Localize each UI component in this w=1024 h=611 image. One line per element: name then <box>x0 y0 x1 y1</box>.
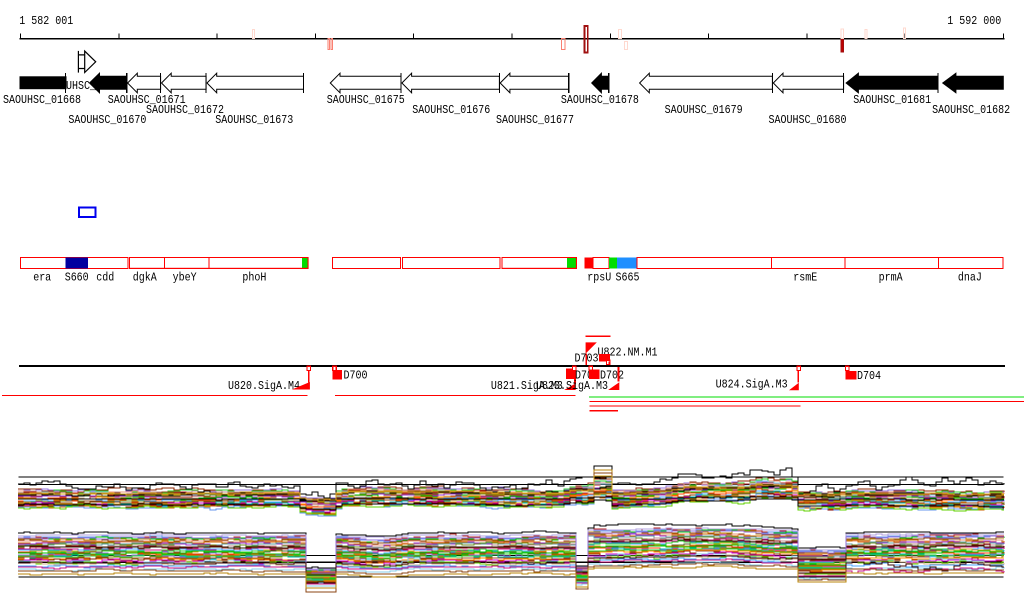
svg-text:ybeY: ybeY <box>173 271 197 285</box>
svg-text:1 582 001: 1 582 001 <box>19 14 73 28</box>
svg-text:SAOUHSC_01671: SAOUHSC_01671 <box>108 93 186 107</box>
svg-text:cdd: cdd <box>96 271 114 285</box>
svg-text:U821.SigA.M3: U821.SigA.M3 <box>491 379 563 393</box>
svg-text:phoH: phoH <box>242 271 266 285</box>
svg-text:U823.SigA.M3: U823.SigA.M3 <box>536 379 608 393</box>
svg-text:SAOUHSC_01676: SAOUHSC_01676 <box>412 103 490 117</box>
svg-text:rsmE: rsmE <box>793 271 817 285</box>
svg-text:D700: D700 <box>344 369 368 383</box>
svg-text:SAOUHSC_01677: SAOUHSC_01677 <box>496 113 574 127</box>
svg-text:SAOUHSC_01675: SAOUHSC_01675 <box>327 93 405 107</box>
svg-text:SAOUHSC_01673: SAOUHSC_01673 <box>215 113 293 127</box>
svg-text:era: era <box>33 271 51 285</box>
svg-text:SAOUHSC_01679: SAOUHSC_01679 <box>665 103 743 117</box>
svg-text:SAOUHSC_01668: SAOUHSC_01668 <box>3 93 81 107</box>
svg-text:dnaJ: dnaJ <box>958 271 982 285</box>
svg-text:SAOUHSC_01670: SAOUHSC_01670 <box>68 113 146 127</box>
svg-text:U820.SigA.M4: U820.SigA.M4 <box>228 379 300 393</box>
svg-text:SAOUHSC_01681: SAOUHSC_01681 <box>853 93 931 107</box>
svg-text:dgkA: dgkA <box>133 271 158 285</box>
svg-text:U824.SigA.M3: U824.SigA.M3 <box>716 377 788 391</box>
svg-text:S665: S665 <box>616 271 640 285</box>
svg-text:SAOUHSC_01680: SAOUHSC_01680 <box>769 113 847 127</box>
svg-text:SAOUHSC_01682: SAOUHSC_01682 <box>932 103 1010 117</box>
svg-text:prmA: prmA <box>879 271 904 285</box>
svg-text:SAOUHSC_01672: SAOUHSC_01672 <box>146 103 224 117</box>
svg-text:SAOUHSC_01678: SAOUHSC_01678 <box>561 93 639 107</box>
svg-text:D704: D704 <box>857 369 881 383</box>
svg-text:rpsU: rpsU <box>587 271 611 285</box>
svg-text:D703: D703 <box>575 352 599 366</box>
svg-text:U822.NM.M1: U822.NM.M1 <box>598 346 658 360</box>
svg-text:1 592 000: 1 592 000 <box>947 14 1001 28</box>
svg-text:S660: S660 <box>65 271 89 285</box>
